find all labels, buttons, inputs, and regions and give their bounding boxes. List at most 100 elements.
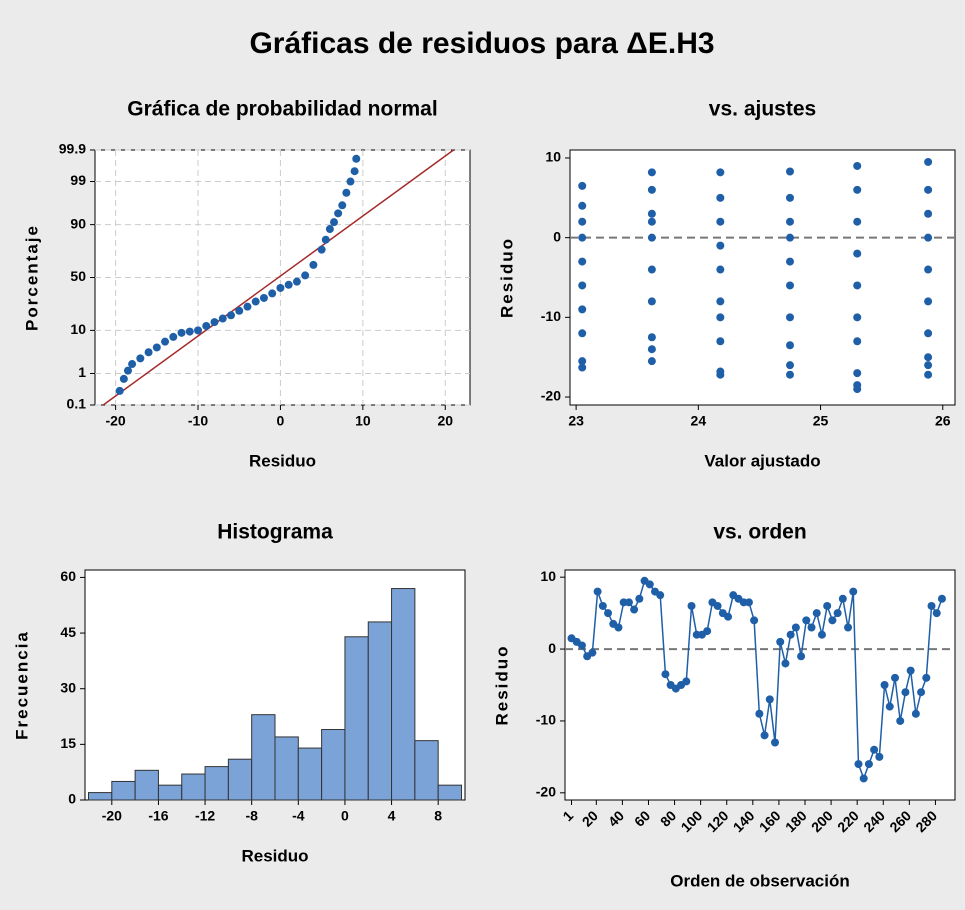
data-point bbox=[115, 386, 124, 395]
data-point bbox=[906, 666, 915, 675]
y-tick-label: 99.9 bbox=[59, 141, 86, 157]
data-point bbox=[593, 587, 602, 596]
data-point bbox=[802, 616, 811, 625]
data-point bbox=[716, 370, 725, 379]
data-point bbox=[744, 598, 753, 607]
data-point bbox=[797, 652, 806, 661]
data-point bbox=[656, 591, 665, 600]
data-point bbox=[786, 257, 794, 266]
y-tick-label: 0.1 bbox=[67, 396, 87, 412]
data-point bbox=[647, 297, 656, 306]
data-point bbox=[896, 716, 905, 725]
y-tick-label: 10 bbox=[540, 568, 556, 584]
data-point bbox=[578, 201, 587, 210]
data-point bbox=[924, 329, 933, 338]
histogram-bar bbox=[321, 729, 346, 801]
data-point bbox=[210, 318, 219, 327]
data-point bbox=[750, 616, 759, 625]
data-point bbox=[786, 630, 795, 639]
y-tick-label: 1 bbox=[78, 364, 86, 380]
data-point bbox=[647, 168, 656, 177]
x-tick-label: -16 bbox=[148, 808, 168, 824]
data-point bbox=[924, 297, 933, 306]
data-point bbox=[924, 265, 933, 274]
x-tick-label: 4 bbox=[388, 808, 396, 824]
x-tick-label: -20 bbox=[105, 413, 125, 429]
histogram-bar bbox=[87, 792, 113, 801]
data-point bbox=[578, 217, 587, 226]
data-point bbox=[786, 167, 794, 176]
data-point bbox=[128, 360, 137, 369]
data-point bbox=[853, 313, 862, 322]
y-tick-label: 0 bbox=[548, 640, 556, 656]
data-point bbox=[924, 185, 933, 194]
y-axis-label: Residuo bbox=[497, 237, 516, 318]
data-point bbox=[136, 354, 145, 363]
data-point bbox=[828, 616, 837, 625]
y-axis-label: Residuo bbox=[492, 644, 511, 725]
data-point bbox=[630, 605, 639, 614]
data-point bbox=[321, 235, 330, 244]
y-tick-label: -10 bbox=[536, 712, 556, 728]
data-point bbox=[786, 193, 794, 202]
y-tick-label: 10 bbox=[545, 149, 561, 165]
data-point bbox=[144, 348, 153, 357]
data-point bbox=[885, 702, 894, 711]
data-point bbox=[251, 297, 260, 306]
x-tick-label: 20 bbox=[437, 413, 453, 429]
panel-title: vs. orden bbox=[713, 521, 806, 544]
data-point bbox=[284, 280, 293, 289]
data-point bbox=[588, 648, 597, 657]
x-tick-label: 25 bbox=[813, 413, 829, 429]
y-tick-label: 99 bbox=[70, 172, 86, 188]
data-point bbox=[849, 587, 858, 596]
histogram-bar bbox=[274, 736, 299, 801]
data-point bbox=[853, 385, 862, 394]
x-tick-label: -12 bbox=[195, 808, 215, 824]
data-point bbox=[292, 277, 301, 286]
panel-title: Histograma bbox=[217, 521, 333, 544]
x-axis-label: Residuo bbox=[241, 846, 308, 865]
data-point bbox=[346, 177, 355, 186]
data-point bbox=[687, 601, 696, 610]
data-point bbox=[812, 609, 821, 618]
x-tick-label: 26 bbox=[935, 413, 951, 429]
data-point bbox=[859, 774, 868, 783]
data-point bbox=[645, 580, 654, 589]
data-point bbox=[330, 218, 339, 227]
fit-line bbox=[102, 149, 454, 406]
data-point bbox=[226, 311, 235, 320]
data-point bbox=[823, 601, 832, 610]
data-point bbox=[864, 760, 873, 769]
data-point bbox=[598, 601, 607, 610]
data-point bbox=[817, 630, 826, 639]
data-point bbox=[891, 673, 899, 682]
x-tick-label: 24 bbox=[691, 413, 707, 429]
data-point bbox=[578, 363, 587, 372]
data-point bbox=[791, 623, 800, 632]
data-point bbox=[352, 154, 361, 163]
data-point bbox=[924, 233, 933, 242]
data-point bbox=[661, 670, 670, 679]
histogram-bar bbox=[437, 784, 463, 801]
data-point bbox=[350, 167, 359, 176]
data-point bbox=[924, 157, 933, 166]
data-point bbox=[932, 609, 941, 618]
data-point bbox=[853, 337, 862, 346]
data-point bbox=[647, 357, 656, 366]
data-point bbox=[647, 233, 656, 242]
data-point bbox=[614, 623, 623, 632]
data-point bbox=[901, 688, 910, 697]
x-tick-label: 0 bbox=[277, 413, 285, 429]
data-point bbox=[870, 745, 879, 754]
data-point bbox=[578, 281, 587, 290]
data-point bbox=[776, 637, 785, 646]
data-point bbox=[786, 341, 794, 350]
data-point bbox=[765, 695, 774, 704]
data-point bbox=[854, 760, 863, 769]
data-point bbox=[338, 201, 347, 210]
data-point bbox=[152, 343, 161, 352]
panel-title: vs. ajustes bbox=[709, 98, 816, 121]
data-point bbox=[276, 283, 285, 292]
data-point bbox=[786, 217, 794, 226]
